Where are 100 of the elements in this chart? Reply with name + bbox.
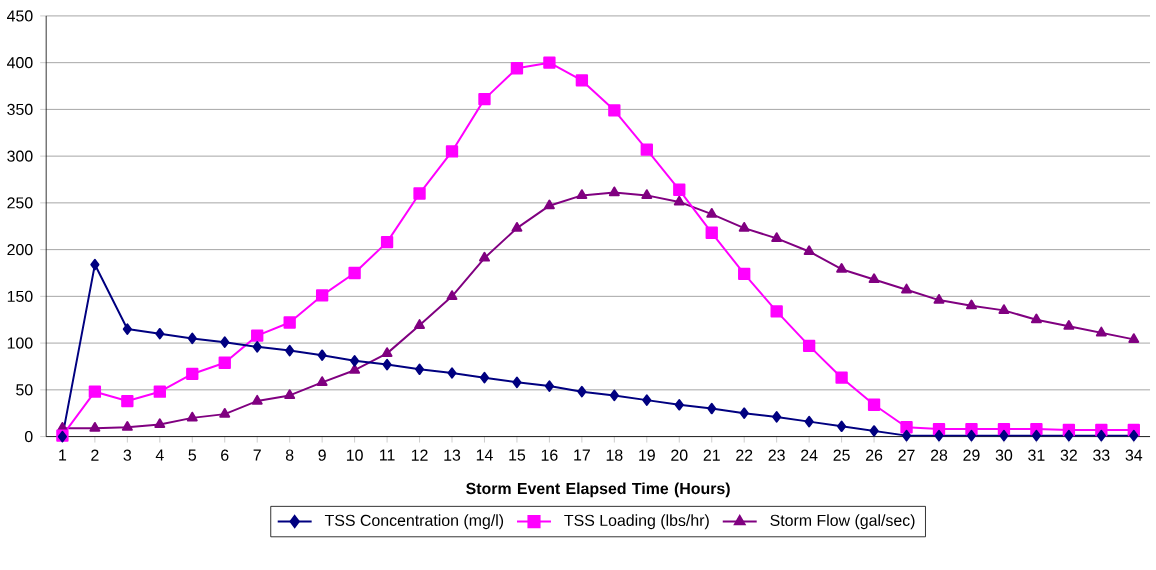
point	[187, 332, 197, 345]
point	[219, 408, 231, 418]
point	[382, 358, 392, 371]
point	[673, 195, 685, 206]
point	[479, 251, 490, 262]
x-tick-label: 7	[253, 449, 261, 461]
point	[608, 104, 621, 117]
y-tick-label: 450	[7, 10, 33, 22]
point	[446, 290, 458, 301]
x-tick-label: 14	[476, 449, 493, 461]
point	[89, 422, 101, 432]
y-tick-label: 250	[7, 197, 33, 209]
x-tick-label: 18	[606, 449, 623, 461]
point	[642, 394, 652, 406]
x-tick-label: 28	[930, 449, 948, 461]
point	[999, 429, 1009, 442]
point	[88, 385, 102, 398]
x-tick-label: 8	[285, 449, 294, 461]
x-tick-label: 20	[671, 449, 688, 461]
point	[284, 389, 296, 400]
x-tick-label: 30	[995, 449, 1013, 461]
point	[447, 367, 457, 379]
point	[122, 323, 132, 335]
y-tick-label: 50	[16, 384, 33, 396]
point	[934, 429, 944, 442]
x-tick-label: 32	[1060, 449, 1077, 461]
point	[510, 62, 524, 75]
point	[479, 371, 490, 384]
point	[414, 363, 425, 376]
point	[186, 411, 198, 422]
point	[673, 183, 686, 197]
point	[770, 305, 783, 318]
x-tick-label: 2	[91, 449, 99, 461]
point	[674, 399, 684, 411]
point	[576, 189, 588, 200]
point	[901, 429, 912, 442]
x-tick-label: 4	[155, 449, 164, 461]
y-tick-label: 100	[7, 337, 33, 349]
point	[738, 222, 750, 232]
point	[317, 349, 327, 362]
point	[772, 411, 782, 423]
point	[445, 145, 459, 158]
point	[577, 386, 587, 398]
point	[121, 394, 134, 408]
x-tick-label: 34	[1125, 449, 1143, 461]
y-tick-label: 0	[24, 431, 33, 443]
point	[998, 304, 1010, 315]
point	[512, 376, 522, 389]
point	[641, 189, 653, 200]
point	[1095, 326, 1107, 337]
point	[706, 208, 718, 218]
point	[835, 371, 848, 384]
x-tick-label: 33	[1093, 449, 1110, 461]
point	[705, 226, 718, 240]
x-tick-label: 6	[221, 449, 229, 461]
point	[285, 344, 295, 357]
point	[869, 425, 879, 437]
y-tick-label: 350	[7, 103, 33, 116]
point	[609, 389, 619, 402]
point	[348, 266, 361, 280]
point	[543, 199, 555, 210]
x-tick-label: 11	[380, 449, 395, 461]
point	[414, 319, 426, 329]
point	[186, 367, 199, 381]
point	[1063, 320, 1075, 330]
x-tick-label: 5	[188, 449, 197, 461]
point	[608, 186, 620, 197]
x-tick-label: 21	[703, 449, 720, 461]
point	[316, 376, 328, 387]
x-tick-label: 23	[768, 449, 785, 461]
point	[252, 341, 262, 353]
point	[543, 56, 556, 69]
point	[349, 364, 361, 374]
point	[802, 339, 816, 353]
point	[640, 143, 653, 156]
point	[121, 421, 133, 431]
point	[836, 263, 848, 273]
x-tick-label: 19	[639, 449, 655, 461]
x-tick-label: 16	[541, 449, 558, 461]
point	[511, 222, 523, 232]
x-tick-label: 1	[59, 449, 67, 461]
y-tick-label: 300	[7, 150, 33, 162]
point	[283, 316, 296, 329]
point	[901, 283, 913, 294]
point	[315, 289, 329, 302]
point	[868, 273, 880, 284]
point	[966, 429, 977, 442]
y-tick-label: 200	[7, 244, 33, 256]
point	[155, 328, 165, 340]
x-tick-label: 25	[833, 449, 850, 461]
point	[1128, 333, 1140, 344]
x-tick-label: 29	[963, 449, 980, 461]
point	[380, 236, 394, 249]
point	[1096, 429, 1106, 442]
point	[544, 380, 554, 392]
point	[966, 299, 977, 310]
point	[837, 420, 847, 433]
point	[90, 258, 100, 271]
x-tick-label: 31	[1028, 449, 1045, 461]
point	[575, 74, 589, 87]
